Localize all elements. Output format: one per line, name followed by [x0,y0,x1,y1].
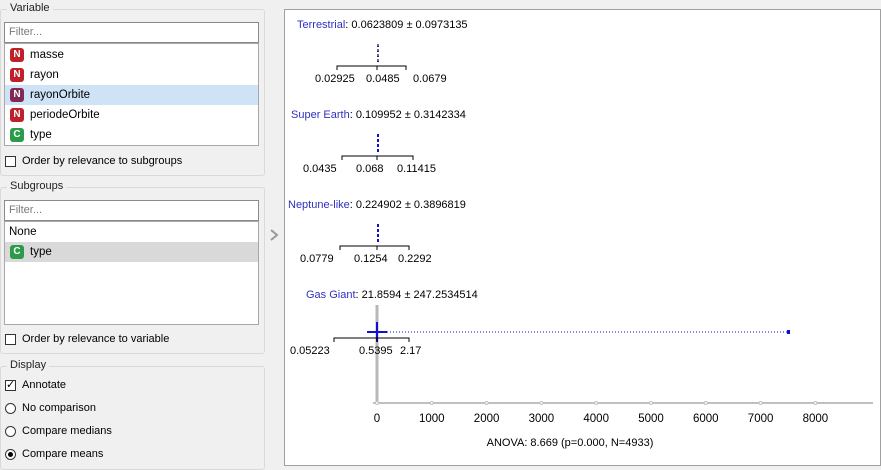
categorical-icon: C [10,245,24,259]
checkbox-box[interactable] [5,155,16,167]
x-tick-label-2: 2000 [474,413,500,425]
x-tick-label-5: 5000 [638,413,664,425]
group-summary-1: Super Earth: 0.109952 ± 0.3142334 [291,109,466,121]
q3-label-1: 0.11415 [397,163,436,175]
compare-means-radio[interactable]: Compare means [5,448,103,460]
annotate-checkbox[interactable]: Annotate [5,378,66,391]
numeric-icon: N [10,48,24,62]
order-by-subgroups-checkbox[interactable]: Order by relevance to subgroups [5,155,182,167]
subgroups-group [0,187,265,354]
median-label-3: 0.5395 [359,345,393,357]
q1-label-0: 0.02925 [315,73,355,85]
median-label-2: 0.1254 [354,253,388,265]
x-tick-label-0: 0 [374,413,380,425]
q1-label-2: 0.0779 [300,253,334,265]
subgroups-title: Subgroups [7,180,67,192]
q3-label-0: 0.0679 [413,73,447,85]
subgroups-filter-input[interactable]: Filter... [4,200,259,221]
quartile-bracket-2 [339,245,410,250]
group-summary-3: Gas Giant: 21.8594 ± 247.2534514 [306,289,478,301]
anova-footer: ANOVA: 8.669 (p=0.000, N=4933) [487,437,654,449]
q1-label-3: 0.05223 [290,345,330,357]
radio-circle[interactable] [5,448,16,460]
radio-circle[interactable] [5,402,16,414]
chevron-right-icon[interactable] [268,226,280,244]
median-label-0: 0.0485 [366,73,400,85]
no-comparison-radio[interactable]: No comparison [5,402,96,414]
display-title: Display [7,359,50,371]
x-tick-label-8: 8000 [803,413,829,425]
quartile-bracket-0 [336,65,407,70]
x-tick-5 [649,401,653,405]
x-tick-2 [484,401,489,405]
checkbox-box[interactable] [5,378,16,391]
radio-circle[interactable] [5,425,16,437]
box-plot-area: Terrestrial: 0.0623809 ± 0.0973135 0.0292… [284,9,881,466]
numeric-icon: N [10,88,24,102]
x-tick-label-7: 7000 [748,413,774,425]
q1-label-1: 0.0435 [303,163,337,175]
q3-label-2: 0.2292 [398,253,432,265]
order-by-variable-checkbox[interactable]: Order by relevance to variable [5,333,169,345]
variable-title: Variable [7,2,53,14]
x-tick-label-3: 3000 [529,413,555,425]
numeric-icon: N [10,68,24,82]
x-tick-0 [375,401,379,405]
group-summary-2: Neptune-like: 0.224902 ± 0.3896819 [288,199,466,211]
median-label-1: 0.068 [356,163,384,175]
compare-medians-radio[interactable]: Compare medians [5,425,112,437]
categorical-icon: C [10,128,24,142]
numeric-icon: N [10,108,24,122]
x-tick-1 [429,401,434,405]
group-summary-0: Terrestrial: 0.0623809 ± 0.0973135 [297,19,468,31]
x-tick-6 [703,401,708,405]
q3-label-3: 2.17 [400,345,421,357]
quartile-bracket-3 [333,337,410,342]
x-tick-label-6: 6000 [693,413,719,425]
x-tick-3 [539,401,544,405]
checkbox-box[interactable] [5,333,16,345]
x-tick-4 [594,401,599,405]
variable-filter-input[interactable]: Filter... [4,22,259,43]
box-plot-chart: Terrestrial: 0.0623809 ± 0.0973135 0.0292… [288,19,873,449]
x-tick-8 [813,401,818,405]
x-tick-label-1: 1000 [419,413,445,425]
x-tick-label-4: 4000 [583,413,609,425]
max-point-3 [787,330,790,334]
x-tick-7 [758,401,763,405]
subgroup-item-none[interactable]: None [9,226,37,238]
variable-group [0,9,265,176]
